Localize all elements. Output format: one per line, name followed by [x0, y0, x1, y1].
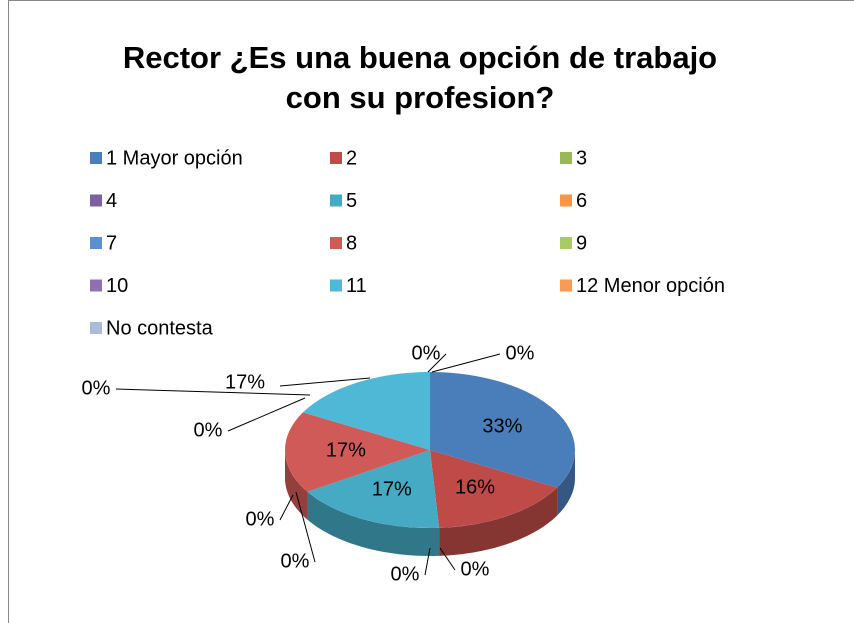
chart-border	[8, 0, 854, 623]
legend-label: 4	[106, 190, 117, 212]
legend-label: 3	[576, 147, 587, 169]
data-label: 16%	[455, 476, 495, 498]
legend-label: 12 Menor opción	[576, 275, 725, 297]
legend-swatch	[90, 237, 102, 249]
leader-line	[279, 494, 294, 521]
legend-label: 5	[346, 190, 357, 212]
legend-label: 2	[346, 147, 357, 169]
legend-label: 8	[346, 232, 357, 254]
data-label: 0%	[391, 563, 420, 585]
legend-swatch	[560, 194, 572, 207]
legend-label: 6	[576, 190, 587, 212]
legend-swatch	[330, 194, 342, 207]
leader-line	[427, 353, 447, 373]
legend-label: 10	[106, 275, 128, 297]
data-label: 0%	[194, 419, 223, 441]
legend-swatch	[90, 152, 102, 164]
data-label: 33%	[482, 415, 522, 437]
legend-swatch	[330, 152, 342, 164]
leader-line	[227, 397, 306, 432]
slice	[430, 372, 575, 488]
leader-line	[295, 491, 316, 563]
legend-label: 9	[576, 232, 587, 254]
legend-label: 11	[346, 275, 367, 297]
legend-swatch	[330, 237, 342, 249]
legend-swatch	[560, 152, 572, 164]
data-label: 0%	[412, 342, 441, 364]
slice	[430, 450, 558, 528]
legend-swatch	[90, 322, 102, 334]
leader-line	[439, 547, 456, 571]
data-label: 0%	[82, 377, 111, 399]
data-label: 17%	[372, 479, 412, 501]
data-label: 0%	[281, 550, 310, 572]
legend-swatch	[90, 194, 102, 207]
data-label: 0%	[461, 558, 490, 580]
leader-line	[424, 547, 431, 576]
leader-line	[279, 377, 371, 387]
slice	[307, 450, 440, 528]
legend-swatch	[560, 237, 572, 249]
data-label: 0%	[246, 508, 275, 530]
slice	[302, 372, 430, 450]
chart-title: Rector ¿Es una buena opción de trabajo c…	[122, 40, 718, 115]
slice-side	[285, 450, 308, 520]
slice	[284, 412, 430, 492]
leader-line	[115, 388, 311, 396]
slice-side	[307, 491, 440, 556]
legend-label: 1 Mayor opción	[106, 147, 243, 169]
data-label: 0%	[506, 342, 535, 364]
data-label: 17%	[326, 440, 366, 462]
legend-label: No contesta	[106, 317, 214, 339]
legend-label: 7	[106, 232, 117, 254]
data-label: 17%	[225, 371, 265, 393]
slice-side	[439, 487, 558, 556]
slice-side	[557, 450, 575, 516]
leader-line	[431, 353, 501, 373]
legend-swatch	[90, 279, 102, 292]
legend-swatch	[330, 279, 342, 292]
legend-swatch	[560, 279, 572, 292]
